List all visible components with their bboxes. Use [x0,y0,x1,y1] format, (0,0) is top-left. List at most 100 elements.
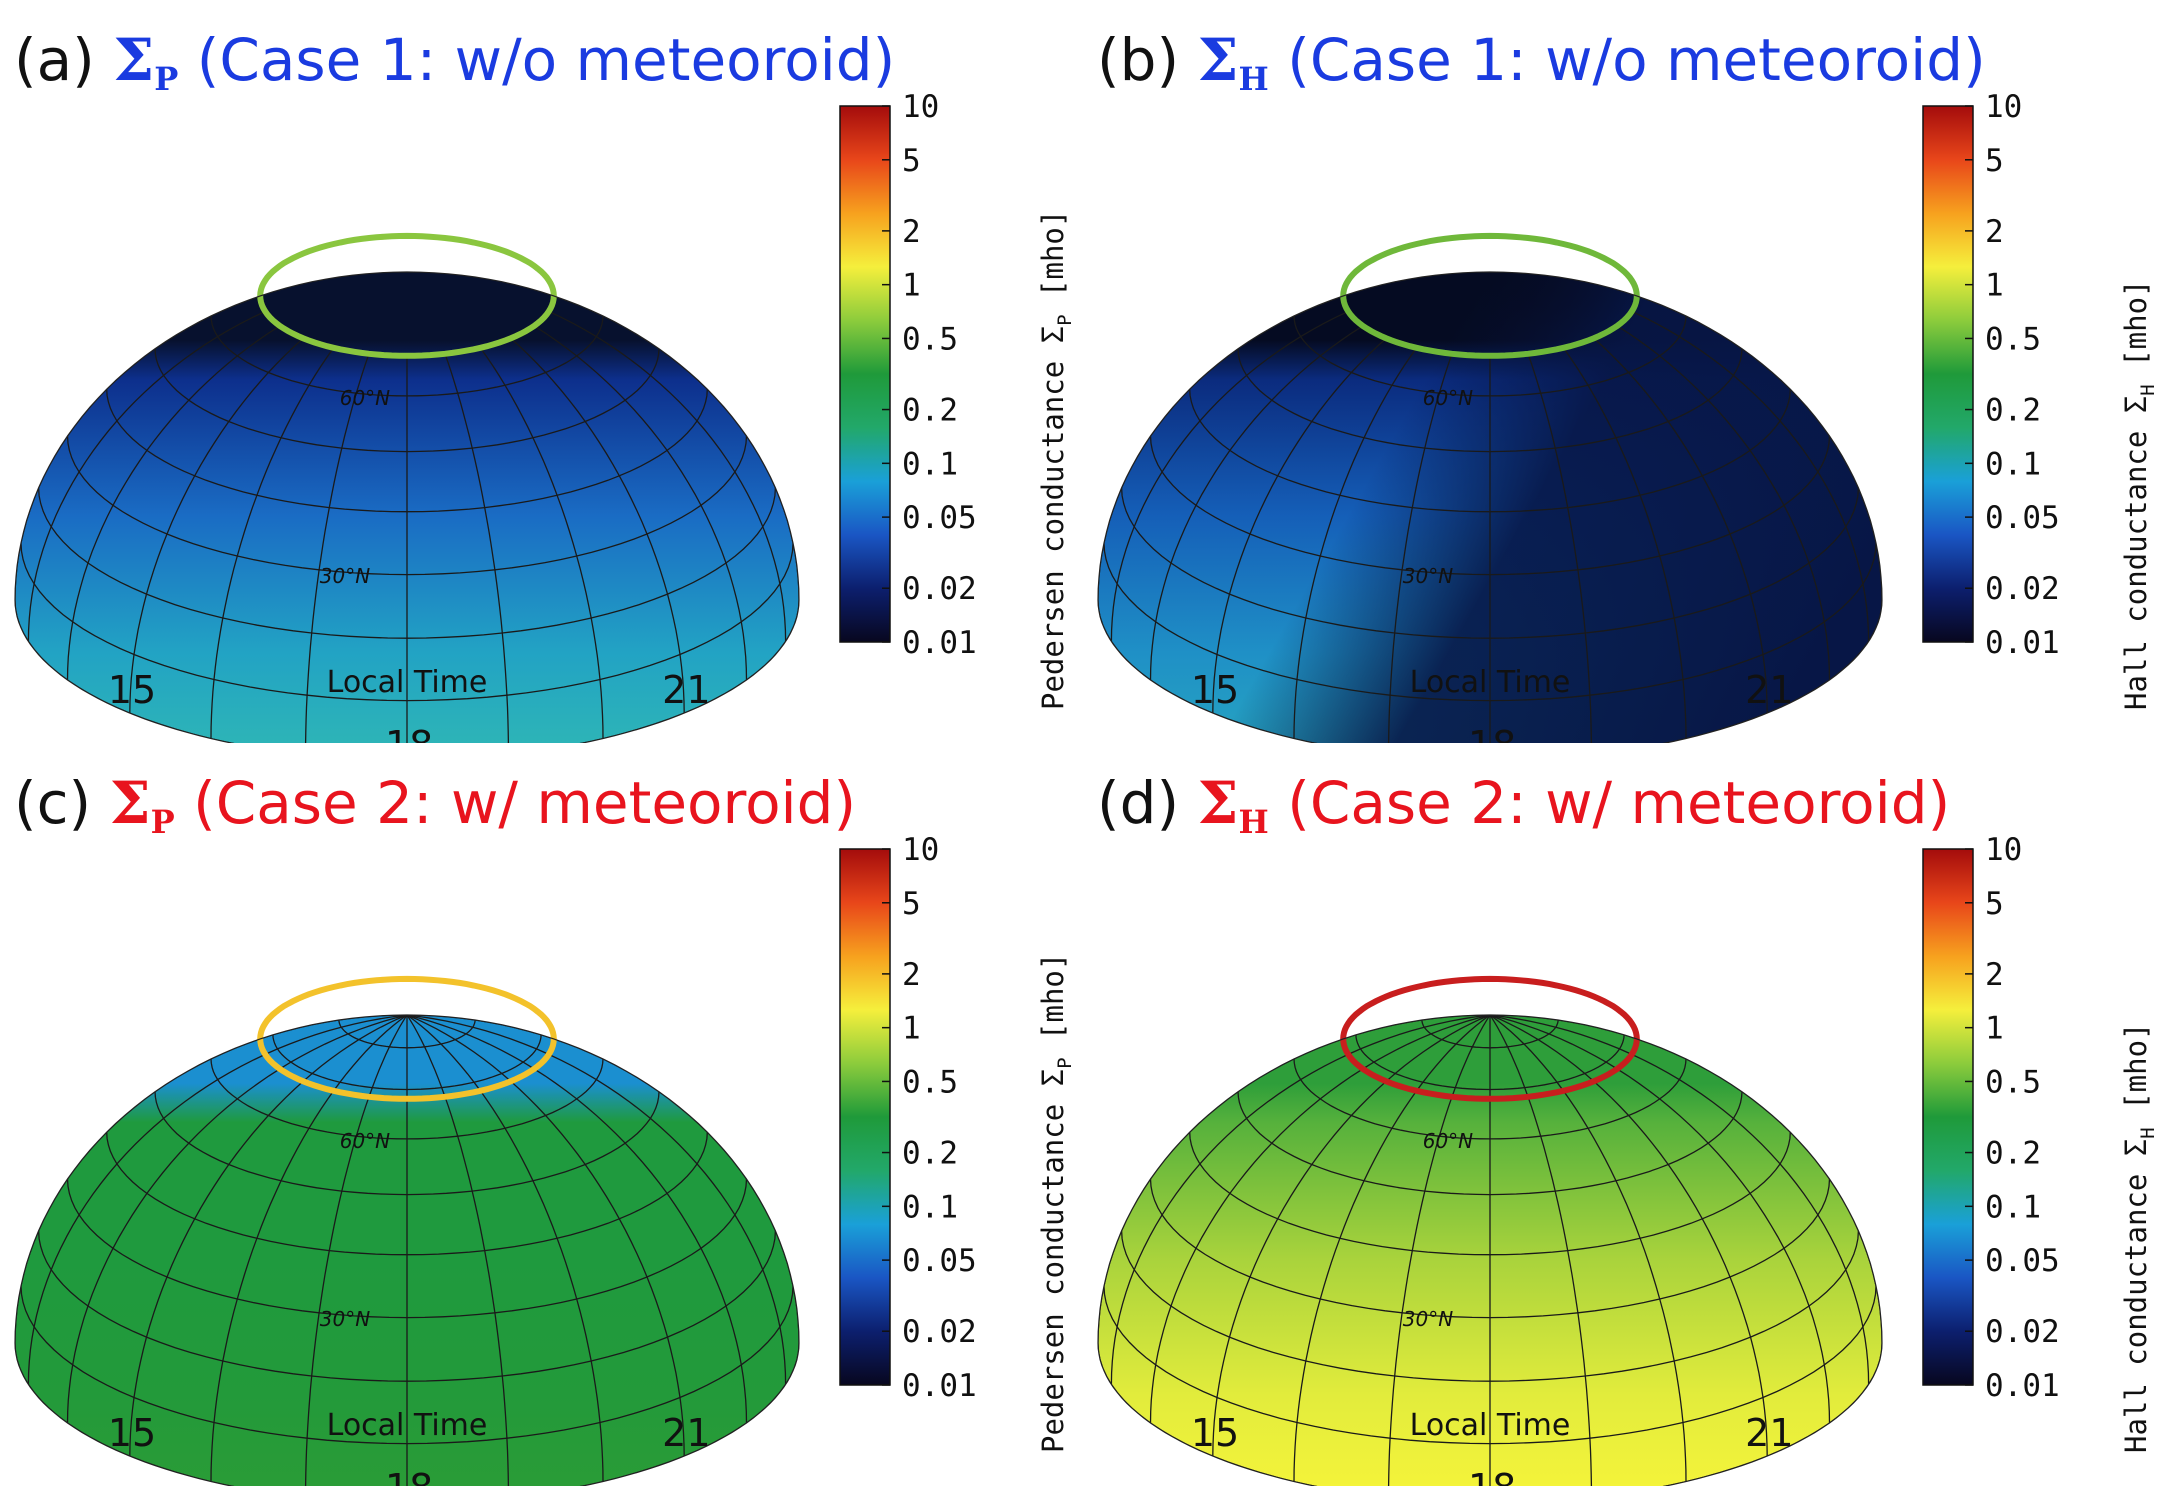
local-time-label: Local Time [1410,665,1571,700]
local-time-tick: 15 [108,1411,156,1455]
colorbar-tick: 2 [902,957,921,993]
panel-title: (c) ΣP (Case 2: w/ meteoroid) [14,765,856,841]
local-time-label: Local Time [327,665,488,700]
panel-title: (b) ΣH (Case 1: w/o meteoroid) [1097,22,1986,98]
colorbar-tick: 0.05 [902,1243,977,1279]
latitude-label: 60°N [1423,386,1473,410]
panel-c: (c) ΣP (Case 2: w/ meteoroid)60°N30°N0°N… [0,743,1083,1486]
latitude-label: 60°N [340,1129,390,1153]
colorbar-tick: 0.2 [1985,1136,2041,1172]
quantity-symbol: Σ [1197,769,1239,837]
colorbar-tick: 10 [1985,832,2022,868]
local-time-label: Local Time [327,1408,488,1443]
colorbar [839,105,891,643]
colorbar-tick: 0.5 [1985,1064,2041,1100]
colorbar-tick: 0.02 [1985,571,2060,607]
panel-d: (d) ΣH (Case 2: w/ meteoroid)60°N30°N0°N… [1083,743,2166,1486]
local-time-tick: 21 [1745,668,1793,712]
local-time-tick: 18 [1468,1466,1516,1486]
colorbar-tick: 1 [902,268,921,304]
local-time-tick: 15 [108,668,156,712]
colorbar [839,848,891,1386]
local-time-tick: 21 [1745,1411,1793,1455]
panel-a: (a) ΣP (Case 1: w/o meteoroid) 60°N 30°N 0°… [0,0,1083,743]
panel-letter: (b) [1097,26,1198,94]
colorbar-tick: 0.01 [902,1368,977,1404]
quantity-subscript: H [1238,60,1269,98]
boundary-ring [1340,975,1640,1102]
colorbar-tick: 5 [1985,886,2004,922]
latitude-label: 30°N [320,564,370,588]
local-time-tick: 18 [1468,723,1516,743]
case-text: (Case 2: w/ meteoroid) [174,769,857,837]
boundary-ring [257,232,557,359]
quantity-subscript: P [154,60,179,98]
latitude-label: 60°N [1423,1129,1473,1153]
quantity-subscript: P [150,803,175,841]
colorbar-tick: 1 [1985,268,2004,304]
colorbar-label: Pedersen conductance ΣP [mho] [1036,953,1076,1453]
colorbar-tick: 0.01 [902,625,977,661]
colorbar-tick: 1 [902,1011,921,1047]
latitude-label: 60°N [340,386,390,410]
colorbar-tick: 10 [1985,89,2022,125]
local-time-tick: 21 [662,1411,710,1455]
case-text: (Case 1: w/o meteoroid) [1268,26,1986,94]
dome-outline [1097,1014,1883,1486]
boundary-ring [257,975,557,1102]
local-time-tick: 15 [1191,668,1239,712]
colorbar-tick: 0.05 [1985,500,2060,536]
colorbar-label: Pedersen conductance ΣP [mho] [1036,210,1076,710]
colorbar-tick: 0.02 [902,1314,977,1350]
latitude-label: 30°N [1403,1307,1453,1331]
quantity-symbol: Σ [113,26,155,94]
colorbar-tick: 0.02 [902,571,977,607]
colorbar-tick: 0.2 [902,393,958,429]
local-time-tick: 15 [1191,1411,1239,1455]
colorbar-tick: 10 [902,89,939,125]
colorbar-label: Hall conductance ΣH [mho] [2119,1023,2159,1454]
colorbar-label: Hall conductance ΣH [mho] [2119,280,2159,711]
colorbar-tick: 0.1 [1985,1189,2041,1225]
colorbar-tick: 10 [902,832,939,868]
colorbar-tick: 2 [1985,214,2004,250]
panel-title: (a) ΣP (Case 1: w/o meteoroid) [14,22,895,98]
colorbar-tick: 0.5 [902,1064,958,1100]
colorbar-tick: 0.1 [902,446,958,482]
colorbar-tick: 5 [902,886,921,922]
colorbar-tick: 0.1 [902,1189,958,1225]
local-time-tick: 18 [385,723,433,743]
quantity-subscript: H [1238,803,1269,841]
local-time-tick: 21 [662,668,710,712]
panel-b: (b) ΣH (Case 1: w/o meteoroid) 60°N 30°N 0°… [1083,0,2166,743]
colorbar [1922,848,1974,1386]
colorbar-tick: 5 [1985,143,2004,179]
colorbar-tick: 0.5 [1985,321,2041,357]
colorbar-tick: 0.2 [1985,393,2041,429]
case-text: (Case 2: w/ meteoroid) [1268,769,1951,837]
dome-outline [14,1014,800,1486]
colorbar-tick: 0.1 [1985,446,2041,482]
colorbar-tick: 2 [1985,957,2004,993]
colorbar-tick: 0.05 [902,500,977,536]
local-time-tick: 18 [385,1466,433,1486]
colorbar-tick: 0.5 [902,321,958,357]
quantity-symbol: Σ [109,769,151,837]
local-time-label: Local Time [1410,1408,1571,1443]
latitude-label: 30°N [320,1307,370,1331]
colorbar-tick: 0.01 [1985,1368,2060,1404]
colorbar-tick: 0.01 [1985,625,2060,661]
case-text: (Case 1: w/o meteoroid) [178,26,896,94]
colorbar [1922,105,1974,643]
dome-outline [14,271,800,743]
colorbar-tick: 1 [1985,1011,2004,1047]
boundary-ring [1340,232,1640,359]
panel-letter: (d) [1097,769,1198,837]
panel-letter: (c) [14,769,110,837]
colorbar-tick: 5 [902,143,921,179]
